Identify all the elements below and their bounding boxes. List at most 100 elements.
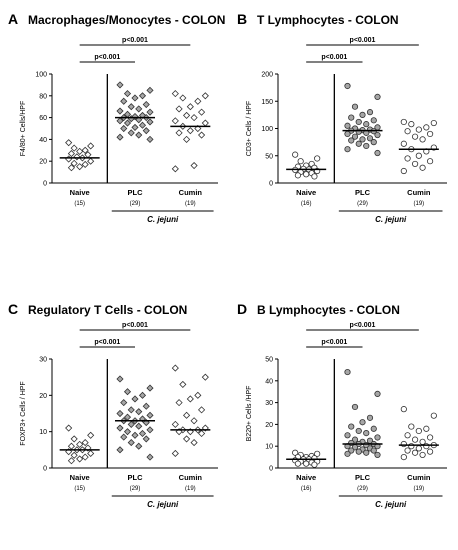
data-point — [303, 460, 310, 467]
panel-title: T Lymphocytes - COLON — [257, 13, 399, 27]
data-point — [415, 427, 422, 435]
data-point — [423, 443, 430, 450]
data-point — [311, 461, 318, 468]
data-point — [201, 373, 209, 381]
data-point — [190, 417, 198, 425]
data-point — [297, 158, 304, 165]
data-point — [65, 424, 73, 432]
data-point — [400, 440, 407, 448]
data-point — [348, 423, 355, 430]
data-point — [146, 384, 154, 392]
y-tick-label: 0 — [43, 181, 47, 188]
y-tick-label: 40 — [265, 378, 273, 385]
data-point — [120, 97, 128, 105]
data-point — [171, 449, 179, 458]
data-point — [363, 430, 370, 437]
data-point — [183, 135, 191, 143]
x-category-label: PLC — [128, 188, 144, 197]
data-point — [344, 122, 351, 129]
data-point — [419, 136, 426, 143]
y-tick-label: 150 — [261, 99, 273, 106]
data-point — [171, 420, 179, 428]
y-tick-label: 100 — [261, 126, 273, 133]
data-point — [404, 432, 411, 439]
data-point — [70, 159, 78, 167]
data-point — [146, 135, 154, 143]
data-point — [292, 151, 299, 158]
data-point — [138, 92, 147, 100]
data-point — [400, 118, 407, 126]
group-label: C. jejuni — [147, 500, 179, 509]
data-point — [87, 157, 95, 165]
y-tick-label: 0 — [43, 466, 47, 473]
data-point — [404, 447, 411, 454]
data-point — [374, 131, 381, 139]
data-point — [426, 434, 434, 441]
data-point — [87, 142, 95, 150]
data-point — [171, 364, 179, 372]
data-point — [183, 111, 191, 119]
x-count-label: (15) — [74, 486, 85, 492]
data-point — [67, 150, 75, 158]
data-point — [411, 160, 419, 168]
x-count-label: (29) — [357, 486, 368, 492]
y-tick-label: 30 — [265, 400, 273, 407]
data-point — [351, 103, 359, 110]
data-point — [400, 453, 407, 461]
group-label: C. jejuni — [147, 215, 179, 224]
y-tick-label: 200 — [261, 72, 273, 79]
data-point — [415, 152, 422, 159]
data-point — [70, 435, 78, 443]
data-point — [355, 118, 362, 126]
data-point — [363, 449, 370, 456]
data-point — [171, 165, 179, 173]
data-point — [76, 147, 84, 155]
data-point — [426, 158, 434, 165]
data-point — [146, 426, 154, 434]
data-point — [374, 434, 381, 441]
data-point — [419, 451, 426, 459]
x-count-label: (19) — [413, 486, 424, 492]
data-point — [179, 94, 187, 102]
data-point — [186, 103, 194, 111]
data-point — [411, 133, 419, 140]
y-tick-label: 0 — [269, 466, 273, 473]
data-point — [171, 117, 179, 125]
data-point — [146, 453, 154, 461]
data-point — [374, 149, 381, 157]
data-point — [116, 446, 124, 454]
data-point — [135, 422, 143, 430]
data-point — [201, 119, 209, 127]
data-point — [183, 411, 191, 419]
data-point — [67, 164, 75, 172]
data-point — [81, 160, 89, 169]
data-point — [146, 118, 154, 126]
y-tick-label: 40 — [39, 137, 47, 144]
y-tick-label: 0 — [269, 181, 273, 188]
data-point — [194, 391, 202, 399]
data-point — [127, 103, 135, 111]
data-point — [175, 399, 183, 407]
data-point — [355, 427, 362, 435]
data-point — [146, 411, 154, 419]
panel-title: Regulatory T Cells - COLON — [28, 303, 187, 317]
panel-letter: D — [237, 301, 247, 317]
data-point — [65, 155, 73, 163]
x-count-label: (29) — [130, 201, 141, 207]
data-point — [138, 429, 147, 438]
data-point — [116, 409, 124, 418]
data-point — [67, 442, 75, 450]
data-point — [400, 140, 407, 147]
group-label: C. jejuni — [375, 500, 407, 509]
data-point — [190, 439, 198, 447]
panel-title: Macrophages/Monocytes - COLON — [28, 13, 225, 27]
data-point — [120, 399, 128, 407]
data-point — [408, 121, 415, 128]
data-point — [374, 451, 381, 459]
data-point — [81, 439, 89, 447]
data-point — [194, 97, 202, 105]
data-point — [142, 402, 150, 410]
data-point — [142, 127, 150, 135]
panel-letter: A — [8, 11, 18, 27]
data-point — [411, 449, 419, 456]
